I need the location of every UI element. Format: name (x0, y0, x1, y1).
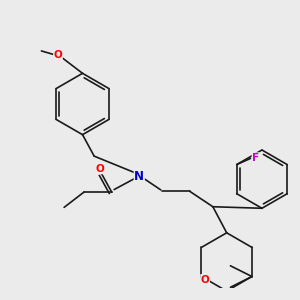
Text: F: F (252, 153, 259, 163)
Text: N: N (134, 169, 144, 183)
Text: O: O (54, 50, 62, 60)
Text: O: O (201, 274, 209, 285)
Text: O: O (96, 164, 105, 174)
